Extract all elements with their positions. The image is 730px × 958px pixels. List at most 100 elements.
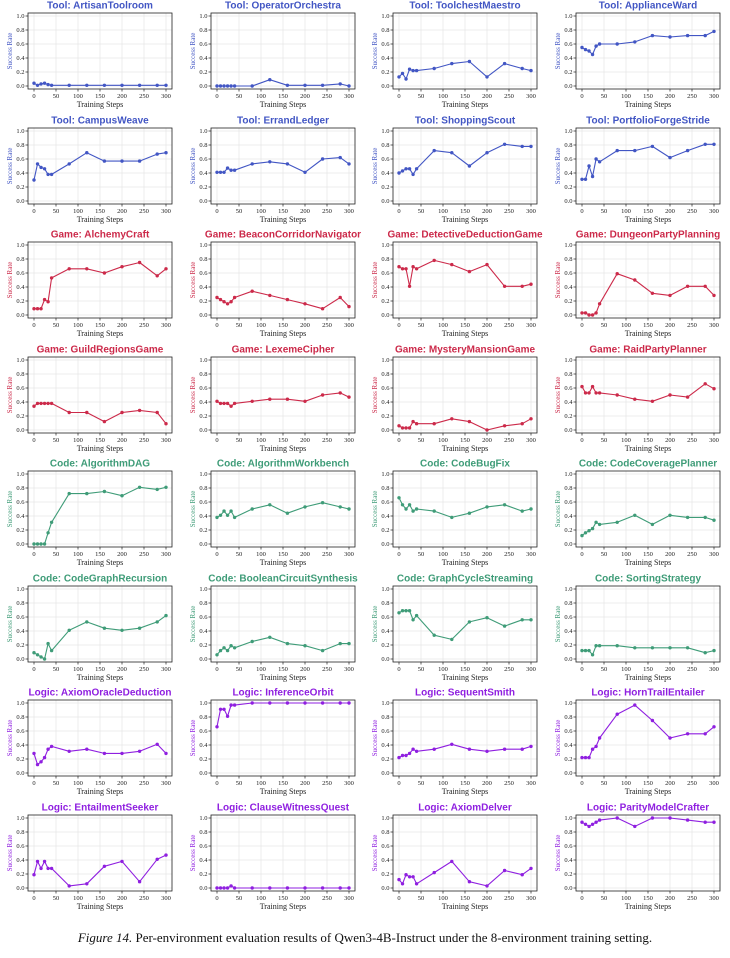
y-tick-label: 0.8 — [199, 714, 207, 721]
y-axis-label: Success Rate — [6, 262, 14, 299]
plot-frame — [210, 814, 355, 891]
chart-panel: Game: MysteryMansionGame 0.0 0.2 0.4 0.6 0.8 1… — [365, 344, 548, 459]
x-tick-label: 250 — [322, 551, 332, 558]
data-point — [586, 390, 591, 395]
data-point — [432, 747, 436, 751]
y-tick-label: 0.8 — [381, 256, 389, 263]
data-point — [137, 408, 142, 412]
y-tick-label: 0.4 — [199, 170, 208, 177]
x-tick-label: 100 — [73, 666, 83, 673]
x-tick-label: 150 — [643, 93, 653, 100]
x-tick-label: 100 — [438, 208, 448, 215]
x-axis-label: Training Steps — [624, 215, 671, 224]
y-tick-label: 0.8 — [199, 485, 207, 492]
data-point — [432, 148, 436, 152]
x-tick-label: 250 — [139, 895, 149, 902]
x-tick-label: 0 — [397, 322, 400, 329]
y-tick-label: 0.0 — [381, 198, 389, 205]
x-tick-label: 150 — [643, 322, 653, 329]
data-point — [164, 852, 168, 857]
x-tick-label: 200 — [117, 895, 127, 902]
x-tick-label: 200 — [117, 666, 127, 673]
data-point — [120, 494, 124, 498]
x-tick-label: 150 — [278, 208, 288, 215]
x-tick-label: 250 — [504, 666, 514, 673]
chart-svg: Game: LexemeCipher 0.0 0.2 0.4 0.6 0.8 1.0 0 50 1… — [189, 344, 355, 453]
chart-title: Code: CodeCoveragePlanner — [578, 459, 716, 470]
chart-panel: Tool: ShoppingScout 0.0 0.2 0.4 0.6 0.8 1.0 0 50… — [365, 115, 548, 230]
data-point — [320, 83, 324, 88]
data-point — [120, 265, 124, 269]
y-tick-label: 0.6 — [16, 843, 25, 850]
data-point — [49, 83, 54, 88]
data-point — [597, 736, 601, 740]
y-axis-label: Success Rate — [554, 720, 562, 757]
y-tick-label: 0.8 — [564, 371, 572, 378]
plot-frame — [27, 241, 173, 319]
y-tick-label: 1.0 — [199, 471, 207, 478]
y-tick-label: 0.4 — [199, 55, 208, 62]
data-point — [42, 166, 47, 170]
y-tick-label: 0.4 — [564, 399, 573, 406]
plot-frame — [27, 12, 173, 90]
data-point — [225, 165, 229, 170]
x-tick-label: 300 — [709, 551, 719, 558]
y-tick-label: 1.0 — [16, 128, 24, 135]
chart-title: Logic: ClauseWitnessQuest — [216, 802, 349, 813]
x-tick-label: 0 — [580, 780, 583, 787]
y-tick-label: 0.0 — [381, 885, 389, 892]
y-tick-label: 0.6 — [564, 499, 573, 506]
data-point — [49, 744, 54, 749]
y-tick-label: 1.0 — [16, 13, 24, 20]
y-tick-label: 1.0 — [199, 242, 207, 249]
x-tick-label: 0 — [215, 551, 218, 558]
chart-svg: Logic: AxiomOracleDeduction 0.0 0.2 0.4 0.6 0… — [6, 688, 173, 796]
x-tick-label: 0 — [580, 93, 583, 100]
x-tick-label: 300 — [161, 208, 171, 215]
plot-frame — [210, 699, 355, 777]
chart-panel: Game: DungeonPartyPlanning 0.0 0.2 0.4 0.6 0.… — [548, 229, 730, 344]
data-point — [102, 489, 107, 494]
y-tick-label: 0.4 — [381, 170, 390, 177]
data-point — [467, 879, 472, 883]
data-point — [221, 509, 226, 513]
data-point — [400, 425, 405, 430]
y-tick-label: 1.0 — [16, 700, 24, 707]
y-tick-label: 0.8 — [199, 142, 207, 149]
data-point — [579, 311, 584, 315]
data-point — [407, 67, 412, 71]
x-tick-label: 150 — [643, 437, 653, 444]
chart-title: Code: CodeGraphRecursion — [33, 573, 167, 584]
y-axis-label: Success Rate — [6, 147, 14, 184]
y-axis-label: Success Rate — [6, 376, 14, 413]
x-axis-label: Training Steps — [624, 444, 671, 453]
y-tick-label: 0.8 — [199, 256, 207, 263]
x-tick-label: 50 — [418, 93, 425, 100]
y-tick-label: 0.0 — [381, 541, 389, 548]
data-point — [529, 617, 533, 621]
x-tick-label: 50 — [53, 437, 60, 444]
x-tick-label: 150 — [643, 551, 653, 558]
x-tick-label: 200 — [665, 895, 675, 902]
data-point — [615, 712, 619, 716]
x-tick-label: 0 — [580, 322, 583, 329]
y-tick-label: 1.0 — [381, 357, 389, 364]
data-point — [404, 166, 408, 170]
y-tick-label: 0.8 — [381, 829, 389, 836]
y-tick-label: 0.2 — [199, 871, 207, 878]
plot-frame — [575, 356, 720, 433]
x-tick-label: 250 — [687, 551, 697, 558]
x-tick-label: 50 — [418, 437, 425, 444]
data-point — [338, 295, 342, 300]
data-point — [407, 874, 412, 878]
y-tick-label: 1.0 — [16, 471, 24, 478]
x-tick-label: 250 — [139, 322, 149, 329]
data-point — [32, 404, 36, 408]
data-point — [404, 507, 408, 511]
data-point — [615, 520, 619, 524]
y-tick-label: 0.2 — [564, 642, 572, 649]
data-point — [320, 648, 324, 652]
plot-frame — [575, 241, 720, 319]
plot-frame — [575, 699, 720, 777]
data-point — [285, 397, 289, 401]
